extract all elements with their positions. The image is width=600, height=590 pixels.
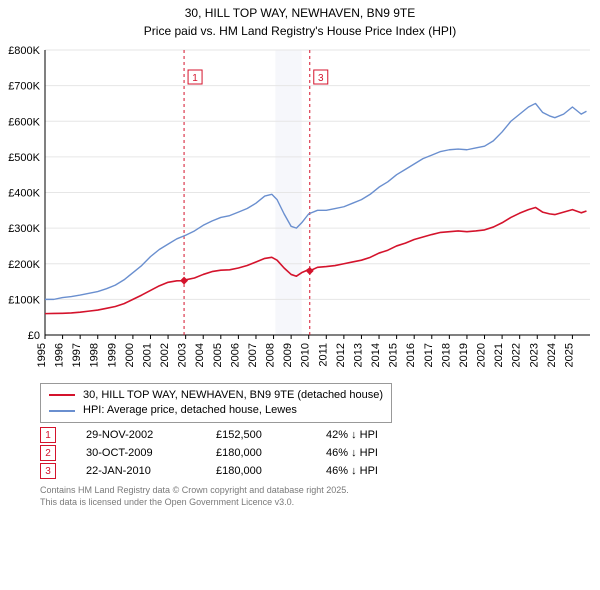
svg-text:2021: 2021: [493, 343, 505, 367]
svg-text:1998: 1998: [89, 343, 101, 367]
svg-text:2002: 2002: [159, 343, 171, 367]
attribution-line2: This data is licensed under the Open Gov…: [40, 497, 594, 509]
svg-text:2019: 2019: [458, 343, 470, 367]
sale-date: 30-OCT-2009: [86, 447, 186, 459]
svg-text:2022: 2022: [511, 343, 523, 367]
svg-text:1999: 1999: [106, 343, 118, 367]
price-chart: £0 £100K £200K £300K £400K £500K £600K £700K £80…: [0, 44, 600, 379]
svg-text:2025: 2025: [563, 343, 575, 367]
sales-table: 1 29-NOV-2002 £152,500 42% ↓ HPI 2 30-OCT-200…: [40, 427, 594, 479]
svg-text:2008: 2008: [265, 343, 277, 367]
chart-legend: 30, HILL TOP WAY, NEWHAVEN, BN9 9TE (det…: [40, 383, 594, 424]
svg-text:1995: 1995: [36, 343, 48, 367]
svg-text:£400K: £400K: [8, 187, 40, 199]
svg-text:£300K: £300K: [8, 223, 40, 235]
sale-row: 2 30-OCT-2009 £180,000 46% ↓ HPI: [40, 445, 594, 461]
svg-text:2010: 2010: [300, 343, 312, 367]
svg-text:2007: 2007: [247, 343, 259, 367]
svg-text:£0: £0: [28, 330, 40, 342]
legend-swatch-property: [49, 394, 75, 396]
svg-text:2017: 2017: [423, 343, 435, 367]
sale-marker-icon: 2: [40, 445, 56, 461]
svg-text:£500K: £500K: [8, 151, 40, 163]
sale-price: £180,000: [216, 465, 296, 477]
sale-diff: 42% ↓ HPI: [326, 429, 378, 441]
legend-swatch-hpi: [49, 410, 75, 412]
svg-text:£600K: £600K: [8, 116, 40, 128]
svg-text:2001: 2001: [141, 343, 153, 367]
attribution: Contains HM Land Registry data © Crown c…: [40, 485, 594, 508]
svg-text:2023: 2023: [528, 343, 540, 367]
legend-label-hpi: HPI: Average price, detached house, Lewe…: [83, 403, 297, 418]
svg-text:2000: 2000: [124, 343, 136, 367]
svg-text:2012: 2012: [335, 343, 347, 367]
svg-text:2014: 2014: [370, 343, 382, 367]
legend-item-hpi: HPI: Average price, detached house, Lewe…: [49, 403, 383, 418]
svg-text:£800K: £800K: [8, 45, 40, 57]
svg-text:1996: 1996: [54, 343, 66, 367]
svg-text:2005: 2005: [212, 343, 224, 367]
legend-label-property: 30, HILL TOP WAY, NEWHAVEN, BN9 9TE (det…: [83, 388, 383, 403]
svg-text:2018: 2018: [440, 343, 452, 367]
svg-text:2003: 2003: [177, 343, 189, 367]
svg-text:2020: 2020: [476, 343, 488, 367]
svg-text:3: 3: [318, 73, 324, 84]
sale-price: £180,000: [216, 447, 296, 459]
svg-text:£200K: £200K: [8, 258, 40, 270]
sale-price: £152,500: [216, 429, 296, 441]
page-title: 30, HILL TOP WAY, NEWHAVEN, BN9 9TE: [0, 6, 600, 22]
svg-text:1997: 1997: [71, 343, 83, 367]
svg-text:2011: 2011: [317, 343, 329, 367]
sale-diff: 46% ↓ HPI: [326, 447, 378, 459]
sale-row: 3 22-JAN-2010 £180,000 46% ↓ HPI: [40, 463, 594, 479]
svg-text:2016: 2016: [405, 343, 417, 367]
svg-text:2024: 2024: [546, 343, 558, 367]
sale-date: 29-NOV-2002: [86, 429, 186, 441]
svg-text:2013: 2013: [352, 343, 364, 367]
svg-text:2006: 2006: [229, 343, 241, 367]
attribution-line1: Contains HM Land Registry data © Crown c…: [40, 485, 594, 497]
sale-diff: 46% ↓ HPI: [326, 465, 378, 477]
legend-item-property: 30, HILL TOP WAY, NEWHAVEN, BN9 9TE (det…: [49, 388, 383, 403]
sale-marker-icon: 3: [40, 463, 56, 479]
svg-text:£700K: £700K: [8, 80, 40, 92]
svg-text:2004: 2004: [194, 343, 206, 367]
svg-text:2015: 2015: [388, 343, 400, 367]
page-subtitle: Price paid vs. HM Land Registry's House …: [0, 24, 600, 38]
sale-row: 1 29-NOV-2002 £152,500 42% ↓ HPI: [40, 427, 594, 443]
svg-text:2009: 2009: [282, 343, 294, 367]
sale-date: 22-JAN-2010: [86, 465, 186, 477]
svg-text:£100K: £100K: [8, 294, 40, 306]
sale-marker-icon: 1: [40, 427, 56, 443]
svg-text:1: 1: [192, 73, 198, 84]
